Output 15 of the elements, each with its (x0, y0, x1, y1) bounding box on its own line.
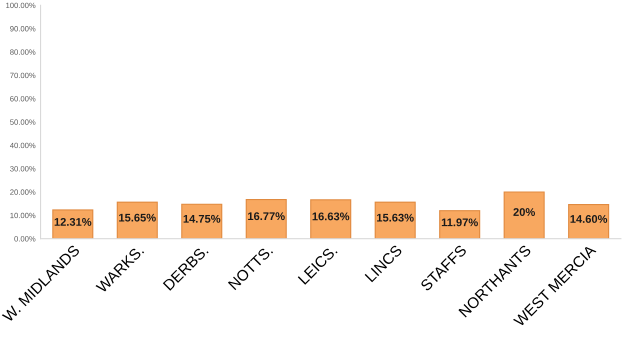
data-label: 14.60% (570, 215, 608, 223)
bar (246, 198, 287, 239)
data-label: 16.63% (312, 212, 350, 220)
data-label: 20% (513, 208, 535, 216)
data-label: 16.77% (248, 212, 285, 220)
data-label: 12.31% (54, 218, 92, 226)
data-label: 14.75% (184, 214, 220, 223)
bar (374, 202, 416, 239)
bar (181, 204, 222, 239)
bar (310, 199, 352, 239)
bar (504, 191, 545, 239)
data-label: 15.65% (119, 214, 156, 222)
bar (116, 202, 158, 239)
data-label: 11.97% (442, 218, 478, 226)
data-label: 15.63% (377, 214, 414, 222)
